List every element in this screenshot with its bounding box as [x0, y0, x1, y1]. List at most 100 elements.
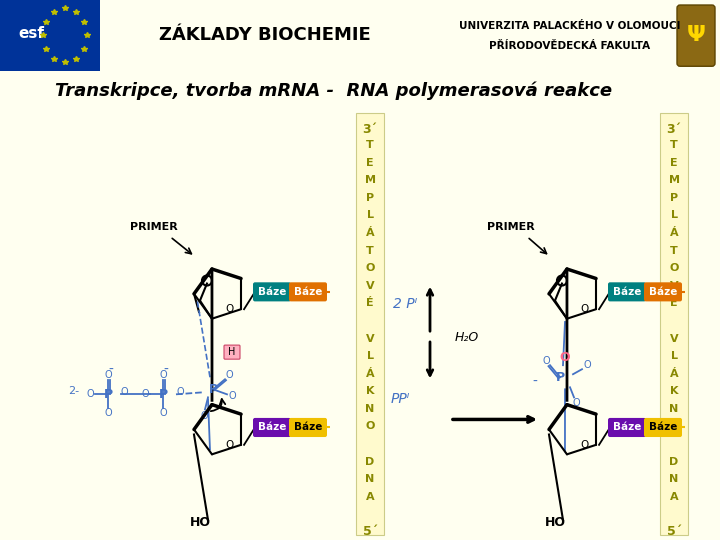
Text: E: E	[366, 158, 374, 168]
Text: Á: Á	[366, 369, 374, 379]
Text: Báze: Báze	[649, 287, 678, 297]
Text: -: -	[533, 375, 537, 389]
Text: M: M	[364, 176, 376, 185]
Text: H: H	[228, 347, 235, 357]
Text: K: K	[366, 386, 374, 396]
Text: 3´: 3´	[363, 123, 377, 136]
Text: 2 Pᴵ: 2 Pᴵ	[393, 297, 417, 311]
Text: -: -	[163, 363, 168, 377]
Text: Á: Á	[670, 228, 678, 238]
Text: 5´: 5´	[667, 525, 682, 538]
FancyBboxPatch shape	[608, 418, 646, 437]
FancyBboxPatch shape	[289, 282, 327, 301]
Text: Báze: Báze	[294, 287, 322, 297]
Text: V: V	[366, 334, 374, 343]
Text: V: V	[366, 281, 374, 291]
FancyBboxPatch shape	[253, 282, 291, 301]
Text: O: O	[365, 421, 374, 431]
Text: O: O	[120, 387, 128, 397]
Text: T: T	[670, 140, 678, 150]
Text: Ψ: Ψ	[687, 25, 706, 45]
FancyBboxPatch shape	[608, 282, 646, 301]
Text: L: L	[670, 351, 678, 361]
FancyBboxPatch shape	[224, 345, 240, 359]
Text: N: N	[670, 404, 679, 414]
Text: L: L	[670, 211, 678, 220]
Text: V: V	[670, 281, 678, 291]
Text: É: É	[366, 299, 374, 308]
Text: T: T	[670, 246, 678, 255]
Text: O: O	[225, 304, 233, 314]
Text: ZÁKLADY BIOCHEMIE: ZÁKLADY BIOCHEMIE	[159, 26, 371, 44]
Text: Báze: Báze	[613, 422, 642, 433]
Text: O: O	[104, 408, 112, 418]
Text: Báze: Báze	[258, 287, 286, 297]
Text: Báze: Báze	[258, 422, 286, 433]
Text: P: P	[366, 193, 374, 203]
Text: K: K	[670, 386, 678, 396]
Text: P: P	[555, 371, 564, 384]
Text: O: O	[670, 421, 679, 431]
Text: E: E	[670, 158, 678, 168]
Text: O: O	[583, 360, 591, 370]
Text: O: O	[580, 304, 589, 314]
Text: P: P	[670, 193, 678, 203]
FancyBboxPatch shape	[289, 418, 327, 437]
Text: O: O	[159, 408, 167, 418]
Text: O: O	[176, 387, 184, 397]
Text: A: A	[366, 492, 374, 502]
Text: PPᴵ: PPᴵ	[390, 393, 410, 406]
FancyBboxPatch shape	[660, 113, 688, 535]
Text: P: P	[208, 383, 217, 396]
Bar	[0, 0, 100, 71]
Text: 5´: 5´	[362, 525, 377, 538]
Text: É: É	[670, 299, 678, 308]
Text: Báze: Báze	[294, 422, 322, 433]
Text: A: A	[670, 492, 678, 502]
Text: O: O	[104, 370, 112, 380]
FancyBboxPatch shape	[253, 418, 291, 437]
Text: 3´: 3´	[667, 123, 681, 136]
Text: Báze: Báze	[649, 422, 678, 433]
Text: H₂O: H₂O	[455, 330, 480, 343]
Text: Á: Á	[670, 369, 678, 379]
Text: 2-: 2-	[68, 386, 80, 396]
Text: O: O	[225, 440, 233, 450]
Text: PŘÍRODOVĚDECKÁ FAKULTA: PŘÍRODOVĚDECKÁ FAKULTA	[490, 41, 651, 51]
Text: L: L	[366, 351, 374, 361]
Text: N: N	[365, 404, 374, 414]
Text: Transkripce, tvorba mRNA -  RNA polymerasová reakce: Transkripce, tvorba mRNA - RNA polymeras…	[55, 81, 612, 100]
Text: PRIMER: PRIMER	[130, 221, 178, 232]
Text: O: O	[580, 440, 589, 450]
Text: N: N	[365, 474, 374, 484]
Text: O: O	[559, 350, 570, 363]
Text: L: L	[366, 211, 374, 220]
Text: O: O	[86, 389, 94, 399]
Text: UNIVERZITA PALACKÉHO V OLOMOUCI: UNIVERZITA PALACKÉHO V OLOMOUCI	[459, 21, 680, 31]
Text: O: O	[200, 411, 208, 421]
Text: T: T	[366, 140, 374, 150]
Text: O: O	[225, 370, 233, 380]
Text: Báze: Báze	[613, 287, 642, 297]
Text: D: D	[365, 457, 374, 467]
Text: M: M	[668, 176, 680, 185]
Text: N: N	[670, 474, 679, 484]
Text: O: O	[159, 370, 167, 380]
Text: O: O	[572, 399, 580, 408]
Text: PRIMER: PRIMER	[487, 221, 535, 232]
Text: HO: HO	[544, 516, 565, 529]
Text: O: O	[141, 389, 149, 399]
FancyBboxPatch shape	[644, 282, 682, 301]
Text: O: O	[542, 356, 550, 366]
Text: esf: esf	[18, 25, 44, 40]
Text: O: O	[365, 263, 374, 273]
Text: P: P	[158, 388, 168, 401]
Text: Á: Á	[366, 228, 374, 238]
Text: O: O	[670, 263, 679, 273]
FancyBboxPatch shape	[356, 113, 384, 535]
Text: D: D	[670, 457, 679, 467]
Text: O: O	[228, 392, 236, 401]
Text: V: V	[670, 334, 678, 343]
FancyBboxPatch shape	[644, 418, 682, 437]
FancyBboxPatch shape	[677, 5, 715, 66]
